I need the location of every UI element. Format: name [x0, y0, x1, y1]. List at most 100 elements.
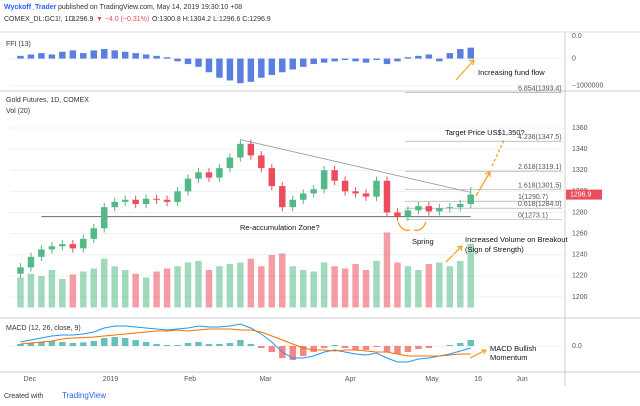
macd-hist	[174, 345, 181, 346]
macd-hist	[373, 346, 380, 347]
y-tick-label: 1200	[572, 294, 588, 301]
macd-hist	[132, 340, 139, 346]
volume-bar	[331, 266, 338, 308]
macd-hist	[331, 345, 338, 346]
ffi-bar	[90, 50, 98, 59]
macd-hist	[38, 342, 45, 346]
annotation: MACD Bullish	[490, 344, 536, 353]
candle-body	[289, 199, 296, 208]
candle-body	[100, 207, 108, 229]
macd-hist	[258, 346, 265, 348]
macd-hist	[100, 338, 108, 346]
candle-body	[373, 180, 380, 197]
y-tick-label: 1320	[572, 167, 588, 174]
candle-body	[48, 246, 56, 250]
macd-line	[20, 323, 471, 363]
macd-hist	[153, 344, 160, 346]
macd-hist	[184, 343, 192, 346]
ffi-bar	[436, 58, 443, 62]
fib-label: 2.618(1319.1)	[518, 164, 562, 171]
y-tick-label: 1240	[572, 252, 588, 259]
candle-body	[247, 143, 255, 156]
candle-body	[320, 170, 328, 190]
macd-hist	[341, 346, 349, 348]
volume-bar	[320, 262, 328, 308]
annotation: (Sign of Strength)	[465, 245, 524, 254]
ffi-bar	[331, 58, 338, 62]
volume-bar	[467, 243, 475, 308]
ffi-bar	[247, 58, 255, 82]
candle-body	[121, 199, 129, 202]
volume-bar	[268, 255, 276, 308]
candle-body	[467, 194, 475, 205]
macd-hist	[247, 344, 255, 346]
ffi-bar	[216, 58, 223, 78]
volume-bar	[69, 274, 77, 308]
volume-bar	[352, 264, 359, 308]
volume-bar	[38, 276, 45, 308]
ffi-bar	[48, 54, 56, 59]
ffi-bar	[446, 53, 454, 59]
ffi-bar	[184, 58, 192, 65]
macd-hist	[111, 337, 118, 346]
volume-bar	[258, 266, 265, 308]
y-tick-label: 1220	[572, 273, 588, 280]
candle-body	[446, 207, 454, 209]
ffi-bar	[17, 55, 24, 59]
macd-hist	[446, 345, 454, 346]
volume-bar	[226, 264, 234, 308]
annotation: Re-accumulation Zone?	[240, 223, 320, 232]
candle-body	[352, 191, 359, 194]
fib-label: 0(1273.1)	[518, 213, 548, 220]
macd-hist	[467, 340, 475, 346]
candle-body	[404, 210, 412, 217]
x-tick-label: Mar	[259, 376, 272, 383]
candle-body	[17, 267, 24, 274]
volume-bar	[132, 273, 139, 308]
candle-body	[59, 244, 66, 247]
candle-body	[394, 212, 401, 217]
ffi-bar	[100, 49, 108, 59]
candle-body	[153, 198, 160, 200]
volume-bar	[415, 270, 422, 308]
macd-hist	[320, 346, 328, 348]
candle-body	[132, 199, 139, 205]
y-tick-label: 0	[572, 55, 576, 62]
macd-hist	[216, 344, 223, 346]
ffi-bar	[373, 58, 380, 60]
ffi-bar	[467, 47, 475, 59]
volume-bar	[153, 271, 160, 308]
ffi-bar	[320, 58, 328, 63]
macd-hist	[80, 342, 87, 346]
macd-hist	[415, 346, 422, 349]
y-tick-label: 1280	[572, 209, 588, 216]
fib-label: 6.854(1393.4)	[518, 86, 562, 93]
candle-body	[184, 178, 192, 192]
macd-hist	[69, 343, 77, 346]
signal-line	[20, 328, 471, 357]
ffi-bar	[121, 51, 129, 59]
volume-bar	[174, 266, 181, 308]
volume-bar	[446, 266, 454, 308]
x-tick-label: Jun	[516, 376, 527, 383]
ffi-bar	[38, 53, 45, 59]
ffi-bar	[279, 58, 286, 73]
x-tick-label: 16	[474, 376, 482, 383]
candle-body	[69, 244, 77, 249]
volume-bar	[383, 232, 391, 308]
macd-hist	[268, 346, 276, 352]
candle-body	[268, 168, 276, 187]
x-tick-label: May	[425, 376, 439, 383]
volume-bar	[184, 262, 192, 308]
candle-body	[425, 206, 433, 212]
volume-bar	[195, 261, 202, 308]
ffi-bar	[299, 58, 307, 67]
y-tick-label: 1340	[572, 146, 588, 153]
volume-bar	[80, 271, 87, 308]
candle-body	[279, 186, 286, 208]
candle-body	[38, 249, 45, 257]
volume-bar	[142, 277, 150, 308]
ffi-bar	[80, 53, 87, 59]
ffi-bar	[394, 58, 401, 62]
candle-body	[111, 201, 118, 208]
